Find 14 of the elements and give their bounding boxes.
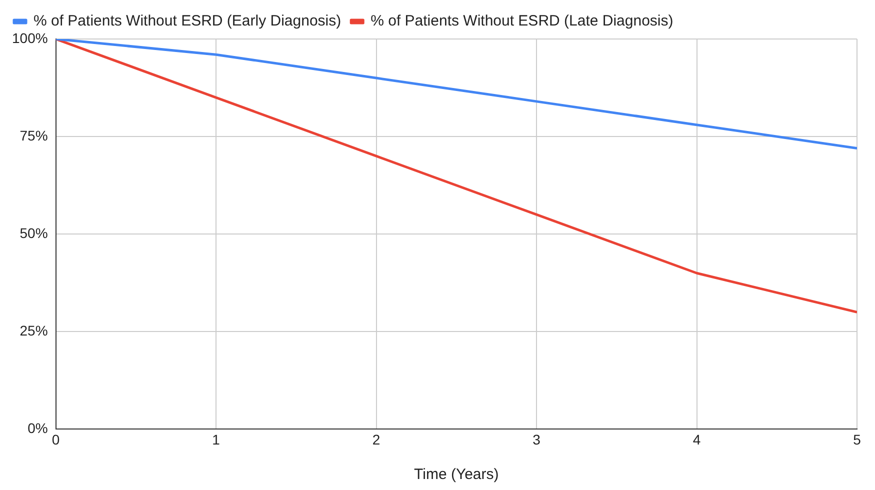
y-tick-label: 50% bbox=[20, 224, 48, 241]
x-tick-label: 0 bbox=[52, 431, 60, 448]
y-tick-label: 75% bbox=[20, 127, 48, 144]
legend-label: % of Patients Without ESRD (Early Diagnosis) bbox=[34, 12, 342, 30]
legend-label: % of Patients Without ESRD (Late Diagnosis) bbox=[370, 12, 674, 30]
x-tick-label: 5 bbox=[853, 431, 862, 448]
x-tick-label: 2 bbox=[372, 431, 380, 448]
x-tick-label: 3 bbox=[532, 431, 541, 448]
y-tick-label: 0% bbox=[28, 420, 48, 436]
y-tick-label: 25% bbox=[20, 322, 48, 339]
x-axis-title: Time (Years) bbox=[414, 466, 499, 484]
x-tick-label: 1 bbox=[212, 431, 220, 448]
y-tick-label: 100% bbox=[12, 30, 48, 46]
x-tick-label: 4 bbox=[692, 431, 701, 448]
